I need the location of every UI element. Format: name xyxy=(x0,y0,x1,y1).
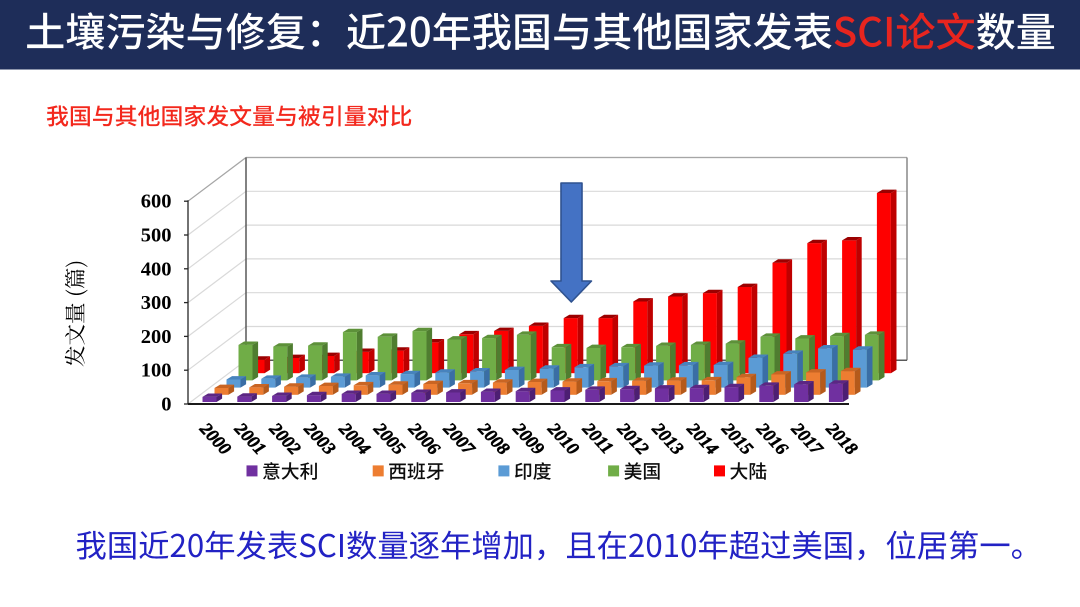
svg-text:300: 300 xyxy=(141,292,172,314)
svg-text:200: 200 xyxy=(141,326,172,348)
svg-text:500: 500 xyxy=(141,225,172,247)
svg-text:600: 600 xyxy=(141,191,172,213)
svg-text:0: 0 xyxy=(161,394,171,416)
svg-text:100: 100 xyxy=(141,360,172,382)
svg-text:400: 400 xyxy=(141,258,172,280)
